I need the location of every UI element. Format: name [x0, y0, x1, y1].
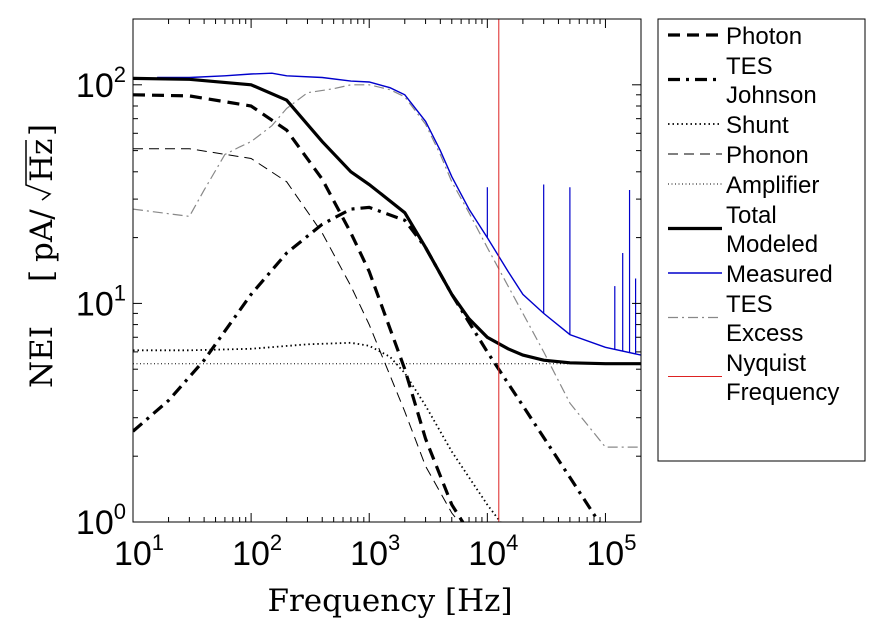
x-axis-title: Frequency [Hz] — [267, 583, 512, 619]
legend-label-tes-excess: Excess — [726, 320, 803, 347]
y-axis-title-radicand: Hz — [24, 139, 60, 182]
legend-label-phonon: Phonon — [726, 142, 809, 169]
series-phonon-line — [133, 148, 460, 522]
legend-frame — [657, 18, 866, 462]
plot-area — [133, 19, 641, 522]
series-shunt-line — [133, 341, 502, 522]
y-axis-radical — [25, 140, 52, 201]
y-axis-title-unit: pA/ — [24, 209, 60, 262]
y-tick-label-1: 101 — [76, 280, 126, 323]
legend-label-tes-johnson: TES — [726, 53, 773, 80]
x-tick-label-1: 102 — [232, 530, 282, 573]
y-tick-label-2: 102 — [76, 62, 126, 105]
y-axis-title: NEI [ pA/ Hz ] — [24, 124, 60, 388]
x-tick-label-2: 103 — [350, 530, 400, 573]
x-tick-label-0: 101 — [114, 530, 164, 573]
legend-label-tes-excess: TES — [726, 291, 773, 318]
series-photon-line — [133, 93, 465, 522]
legend-label-total-modeled: Modeled — [726, 231, 818, 258]
y-axis-title-base: NEI — [24, 326, 60, 388]
series-layer — [133, 19, 641, 522]
legend-label-total-modeled: Total — [726, 202, 777, 229]
x-tick-label-4: 105 — [586, 530, 636, 573]
legend-label-shunt: Shunt — [726, 112, 789, 139]
legend-label-nyquist: Nyquist — [726, 350, 806, 377]
series-tes-johnson-line — [133, 205, 601, 522]
legend-label-photon: Photon — [726, 23, 802, 50]
series-tes-excess-line — [133, 84, 641, 448]
y-axis-bracket-close: ] — [24, 124, 60, 136]
series-total-modeled-line — [133, 76, 641, 366]
y-tick-label-0: 100 — [76, 499, 126, 542]
legend-label-nyquist: Frequency — [726, 379, 839, 406]
plot-frame — [132, 18, 642, 523]
y-axis-bracket-open: [ — [24, 270, 60, 282]
series-measured-line — [157, 72, 641, 356]
x-tick-label-3: 104 — [468, 530, 518, 573]
legend-label-tes-johnson: Johnson — [726, 82, 817, 109]
legend-label-amplifier: Amplifier — [726, 172, 819, 199]
tick-layer — [132, 18, 642, 523]
legend-label-measured: Measured — [726, 261, 833, 288]
legend: PhotonTESJohnsonShuntPhononAmplifierTota… — [657, 18, 866, 462]
